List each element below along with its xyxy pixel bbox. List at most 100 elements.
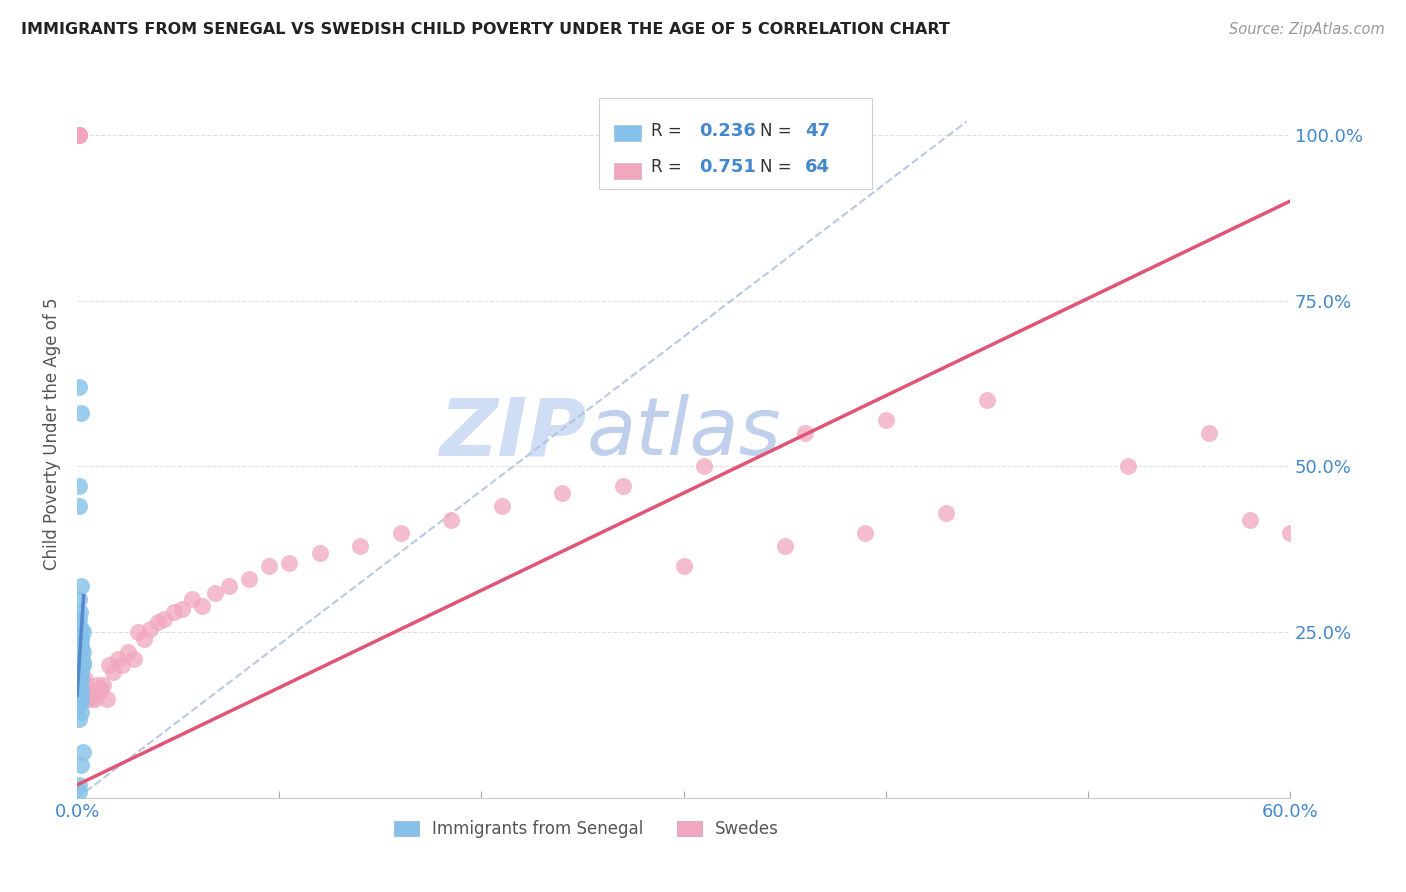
Point — [72, 625, 94, 640]
Point — [67, 618, 90, 632]
Text: R =: R = — [651, 121, 686, 139]
FancyBboxPatch shape — [614, 126, 641, 142]
Point — [67, 380, 90, 394]
Point — [70, 579, 93, 593]
Text: atlas: atlas — [586, 394, 782, 473]
Point — [77, 689, 100, 703]
Point — [218, 579, 240, 593]
Legend: Immigrants from Senegal, Swedes: Immigrants from Senegal, Swedes — [387, 814, 786, 845]
Point — [67, 645, 90, 659]
Point — [67, 128, 90, 142]
Point — [67, 612, 90, 626]
Point — [72, 745, 94, 759]
Point — [75, 672, 97, 686]
Point — [67, 698, 90, 713]
Point — [1239, 512, 1261, 526]
Point — [146, 615, 169, 630]
Point — [191, 599, 214, 613]
Point — [793, 426, 815, 441]
Point — [86, 678, 108, 692]
Point — [855, 525, 877, 540]
Point — [67, 712, 90, 726]
Point — [181, 592, 204, 607]
Point — [98, 658, 121, 673]
Point — [172, 602, 194, 616]
Point — [935, 506, 957, 520]
Point — [82, 685, 104, 699]
Point — [76, 685, 98, 699]
Point — [72, 658, 94, 673]
Point — [67, 685, 90, 699]
Point — [77, 685, 100, 699]
Point — [90, 681, 112, 696]
Point — [72, 685, 94, 699]
FancyBboxPatch shape — [614, 162, 641, 178]
Point — [70, 641, 93, 656]
Point — [70, 632, 93, 646]
Point — [67, 652, 90, 666]
Point — [93, 678, 115, 692]
Point — [238, 572, 260, 586]
Point — [551, 486, 574, 500]
Point — [67, 128, 90, 142]
Point — [440, 512, 463, 526]
Point — [70, 665, 93, 679]
Point — [70, 672, 93, 686]
Point — [70, 632, 93, 646]
Text: N =: N = — [761, 158, 797, 176]
Point — [70, 665, 93, 679]
Point — [70, 681, 93, 696]
Point — [69, 606, 91, 620]
Point — [70, 689, 93, 703]
Point — [389, 525, 412, 540]
Point — [67, 592, 90, 607]
Point — [1198, 426, 1220, 441]
Point — [70, 672, 93, 686]
Point — [72, 675, 94, 690]
Point — [70, 658, 93, 673]
Point — [139, 622, 162, 636]
Point — [67, 639, 90, 653]
Point — [67, 675, 90, 690]
Point — [67, 662, 90, 676]
Point — [1279, 525, 1302, 540]
Point — [67, 128, 90, 142]
Point — [1116, 459, 1139, 474]
Point — [127, 625, 149, 640]
Point — [976, 393, 998, 408]
Point — [70, 658, 93, 673]
Point — [80, 691, 103, 706]
Point — [70, 622, 93, 636]
Point — [67, 652, 90, 666]
Point — [70, 648, 93, 663]
Text: 0.751: 0.751 — [699, 158, 756, 176]
Point — [70, 705, 93, 719]
Point — [110, 658, 132, 673]
FancyBboxPatch shape — [599, 98, 872, 189]
Point — [67, 784, 90, 798]
Point — [67, 639, 90, 653]
Point — [70, 695, 93, 709]
Point — [89, 685, 111, 699]
Text: Source: ZipAtlas.com: Source: ZipAtlas.com — [1229, 22, 1385, 37]
Text: 64: 64 — [804, 158, 830, 176]
Point — [82, 689, 104, 703]
Point — [72, 678, 94, 692]
Point — [96, 691, 118, 706]
Point — [67, 691, 90, 706]
Point — [875, 413, 897, 427]
Point — [67, 128, 90, 142]
Text: N =: N = — [761, 121, 797, 139]
Point — [67, 625, 90, 640]
Point — [76, 691, 98, 706]
Point — [204, 585, 226, 599]
Point — [117, 645, 139, 659]
Text: 0.236: 0.236 — [699, 121, 756, 139]
Text: IMMIGRANTS FROM SENEGAL VS SWEDISH CHILD POVERTY UNDER THE AGE OF 5 CORRELATION : IMMIGRANTS FROM SENEGAL VS SWEDISH CHILD… — [21, 22, 950, 37]
Point — [773, 539, 796, 553]
Point — [67, 645, 90, 659]
Point — [672, 559, 695, 574]
Point — [257, 559, 280, 574]
Point — [278, 556, 301, 570]
Point — [153, 612, 176, 626]
